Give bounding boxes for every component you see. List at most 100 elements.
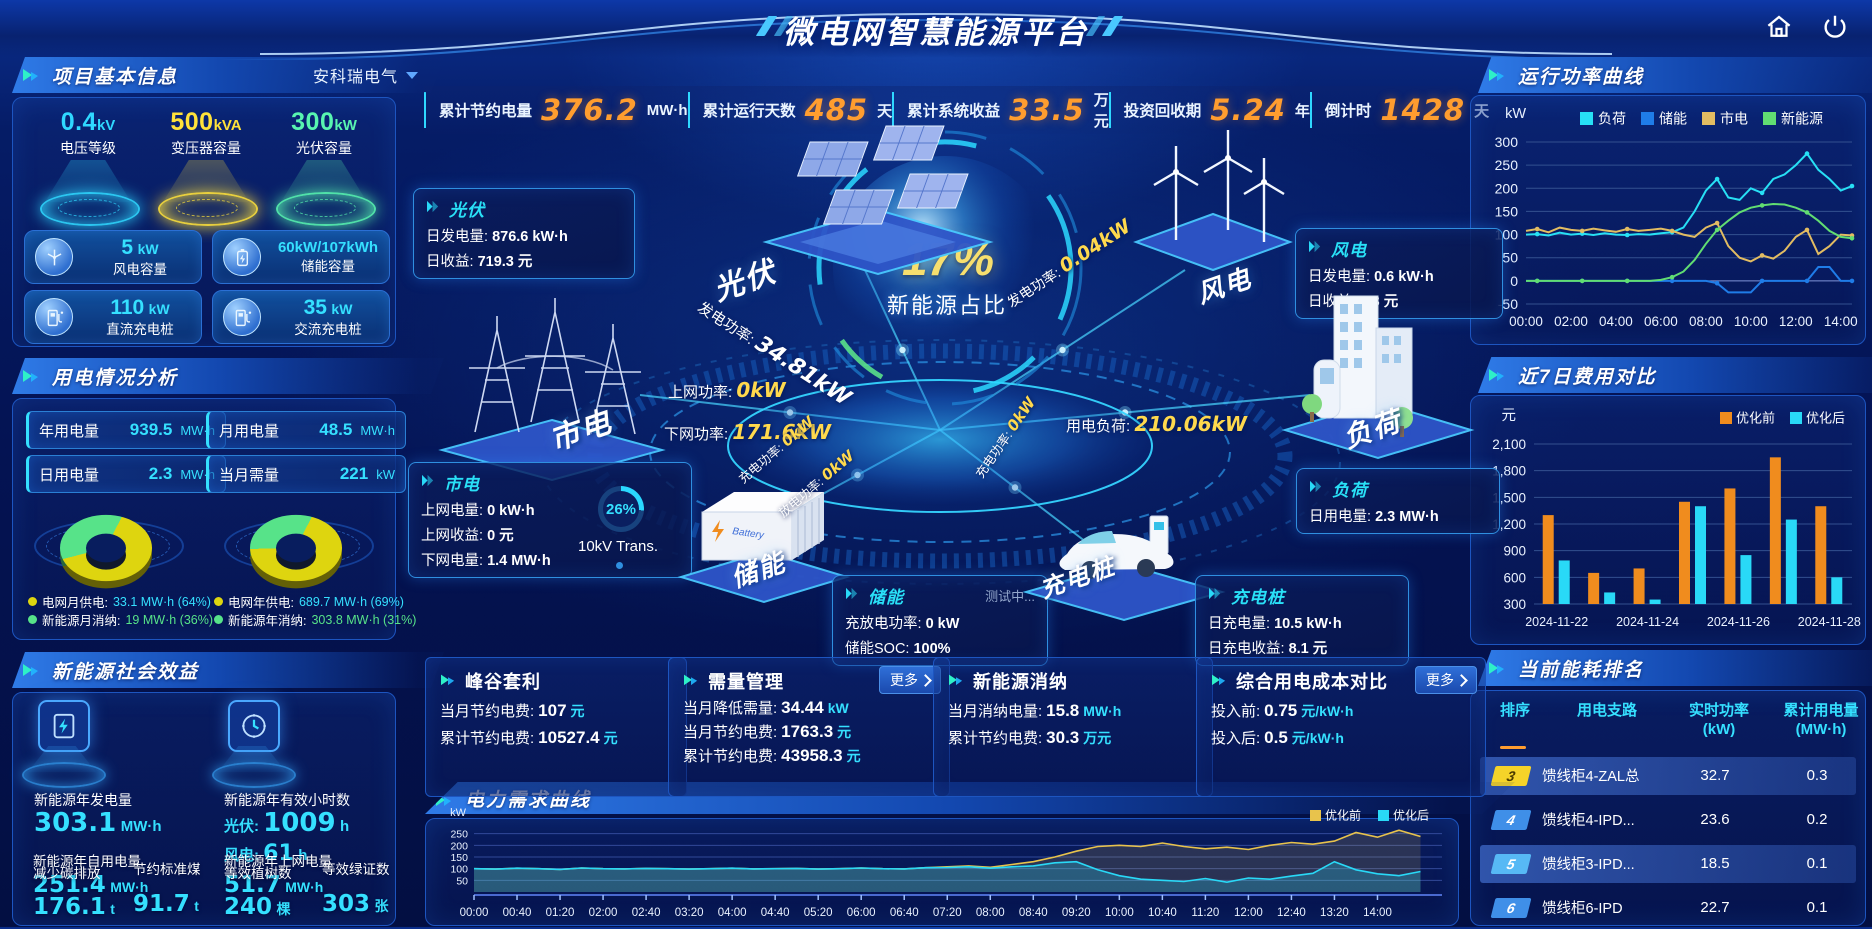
- usage-stat-1: 月用电量 48.5 MW·h: [206, 411, 406, 449]
- table-row-3[interactable]: 6 馈线柜6-IPD 22.7 0.1: [1480, 889, 1856, 925]
- kpi-stat-1: 累计运行天数 485 天: [687, 92, 892, 128]
- svg-text:11:20: 11:20: [1191, 907, 1219, 919]
- table-row-2[interactable]: 5 馈线柜3-IPD... 18.5 0.1: [1480, 844, 1856, 883]
- kpi-value: 1428: [1380, 93, 1466, 127]
- panel-header-power-curve: 运行功率曲线: [1478, 57, 1872, 93]
- realtime-power: 32.7: [1700, 767, 1730, 784]
- table-header: 排序 用电支路 实时功率 (kW) 累计用电量 (MW·h): [1499, 702, 1859, 738]
- flow-label-3: 下网功率: 171.6kW: [664, 420, 831, 444]
- cost-compare-chart: 2,100 1,800 1,500 1,200 900 600 300 元 优化前 优化后 2024…: [1470, 396, 1864, 649]
- svg-text:100: 100: [450, 864, 468, 876]
- svg-text:2024-11-26: 2024-11-26: [1707, 615, 1770, 629]
- total-energy: 0.3: [1806, 767, 1828, 784]
- kpi-label: 累计运行天数: [702, 103, 796, 120]
- pedestal-disc: [276, 192, 376, 226]
- ev-charger-icon: [35, 298, 73, 336]
- demand-curve-chart: 250 200 150 100 50 kW 优化前 优化后 00:00 00:40 01:20 02:…: [426, 804, 1456, 929]
- transformer-load-gauge: 26%: [598, 486, 644, 532]
- top-banner: 微电网智慧能源平台: [0, 0, 1872, 60]
- panel-corner-icon: [22, 66, 40, 82]
- summary-card-2: 新能源消纳 当月消纳电量: 15.8 MW·h 累计节约电费: 30.3 万元: [933, 657, 1213, 797]
- donut-legend-1-1: 新能源年消纳: 303.8 MW·h (31%): [214, 610, 416, 629]
- realtime-power: 23.6: [1700, 811, 1730, 828]
- clock-icon: [228, 700, 280, 752]
- svg-text:优化后: 优化后: [1806, 411, 1845, 426]
- node-card-load: 负荷 日用电量: 2.3 MW·h: [1296, 468, 1500, 534]
- panel-demand-body: [425, 818, 1459, 926]
- benefit-metric-label-1: 减少碳排放: [33, 866, 101, 881]
- svg-text:02:00: 02:00: [1554, 314, 1588, 329]
- realtime-power: 22.7: [1700, 899, 1730, 916]
- usage-stat-0: 年用电量 939.5 MW·h: [26, 411, 226, 449]
- voltage-pedestal-0: 0.4kV 电压等级: [60, 108, 116, 156]
- svg-text:09:20: 09:20: [1062, 907, 1091, 919]
- realtime-power: 18.5: [1700, 855, 1730, 872]
- battery-icon: [223, 238, 261, 276]
- chevron-down-icon: [406, 71, 418, 79]
- node-card-pv: 光伏 日发电量: 876.6 kW·h 日收益: 719.3 元: [413, 188, 635, 279]
- voltage-pedestal-1: 500kVA 变压器容量: [170, 108, 242, 156]
- node-illustration-grid: [435, 272, 670, 492]
- svg-text:优化后: 优化后: [1393, 809, 1429, 823]
- kpi-value: 376.2: [541, 93, 638, 127]
- title-decor-right: [1085, 16, 1124, 36]
- svg-text:07:20: 07:20: [933, 907, 962, 919]
- svg-text:14:00: 14:00: [1824, 314, 1858, 329]
- more-button[interactable]: 更多: [879, 666, 941, 694]
- svg-text:50: 50: [1502, 250, 1518, 266]
- donut-legend-0-1: 新能源月消纳: 19 MW·h (36%): [28, 610, 213, 629]
- capacity-card-2: 110 kW 直流充电桩: [24, 290, 202, 344]
- kpi-label: 累计节约电量: [439, 103, 533, 120]
- panel-header-cost-compare: 近7日费用对比: [1478, 357, 1872, 393]
- svg-text:1,800: 1,800: [1492, 464, 1526, 479]
- svg-text:04:00: 04:00: [1599, 314, 1633, 329]
- svg-text:04:40: 04:40: [761, 907, 790, 919]
- consumption-donut-0: [60, 514, 152, 589]
- svg-text:2024-11-24: 2024-11-24: [1616, 615, 1679, 629]
- total-energy: 0.2: [1806, 811, 1828, 828]
- summary-card-1: 需量管理 当月降低需量: 34.44 kW 当月节约电费: 1763.3 元累计节约电费: 4…: [668, 657, 950, 797]
- panel-corner-icon: [22, 661, 40, 677]
- home-icon[interactable]: [1764, 12, 1794, 42]
- banner-swoosh: [219, 12, 1653, 60]
- chevrons-icon: [1208, 587, 1223, 605]
- node-card-wind: 风电 日发电量: 0.6 kW·h 日收益: 0.3 元: [1295, 228, 1503, 319]
- flow-label-2: 上网功率: 0kW: [668, 378, 786, 402]
- svg-text:新能源: 新能源: [1781, 111, 1823, 127]
- svg-text:10:40: 10:40: [1148, 907, 1177, 919]
- kpi-unit: 年: [1294, 102, 1310, 120]
- panel-title: 项目基本信息: [52, 66, 179, 88]
- more-button[interactable]: 更多: [1415, 666, 1477, 694]
- table-row-0[interactable]: 3 馈线柜4-ZAL总 32.7 0.3: [1480, 756, 1856, 795]
- panel-title: 当前能耗排名: [1518, 659, 1645, 681]
- svg-text:06:40: 06:40: [890, 907, 919, 919]
- svg-text:08:40: 08:40: [1019, 907, 1048, 919]
- chevrons-icon: [1308, 240, 1323, 258]
- svg-text:负荷: 负荷: [1598, 111, 1626, 127]
- table-row-1[interactable]: 4 馈线柜4-IPD... 23.6 0.2: [1480, 801, 1856, 839]
- panel-title: 新能源社会效益: [52, 661, 200, 683]
- power-icon[interactable]: [1820, 12, 1850, 42]
- pedestal-disc-inner: [294, 199, 356, 217]
- rank-badge: 6: [1490, 897, 1532, 918]
- kpi-label: 投资回收期: [1123, 103, 1202, 120]
- svg-text:150: 150: [1495, 203, 1519, 219]
- company-dropdown[interactable]: 安科瑞电气: [313, 63, 418, 87]
- benefit-metric-label-0: 新能源年自用电量: [33, 854, 141, 869]
- renewable-ratio-value: 17%: [901, 233, 995, 285]
- capacity-card-1: 60kW/107kWh 储能容量: [212, 230, 390, 284]
- svg-text:900: 900: [1503, 544, 1526, 559]
- panel-header-usage: 用电情况分析: [12, 358, 444, 394]
- svg-text:00:00: 00:00: [460, 907, 489, 919]
- svg-text:02:40: 02:40: [632, 907, 661, 919]
- benefit-metric-value-4: 240 棵: [224, 894, 291, 920]
- flow-label-4: 用电负荷: 210.06kW: [1066, 412, 1247, 436]
- stand-label-0: 新能源年发电量: [34, 792, 132, 808]
- svg-text:00:40: 00:40: [503, 907, 532, 919]
- benefit-metric-value-0: 251.4 MW·h: [33, 872, 149, 898]
- svg-text:1,500: 1,500: [1492, 490, 1526, 505]
- pedestal-disc: [40, 192, 140, 226]
- panel-power-curve-body: [1470, 95, 1866, 345]
- benefit-metric-value-5: 303 张: [322, 891, 389, 917]
